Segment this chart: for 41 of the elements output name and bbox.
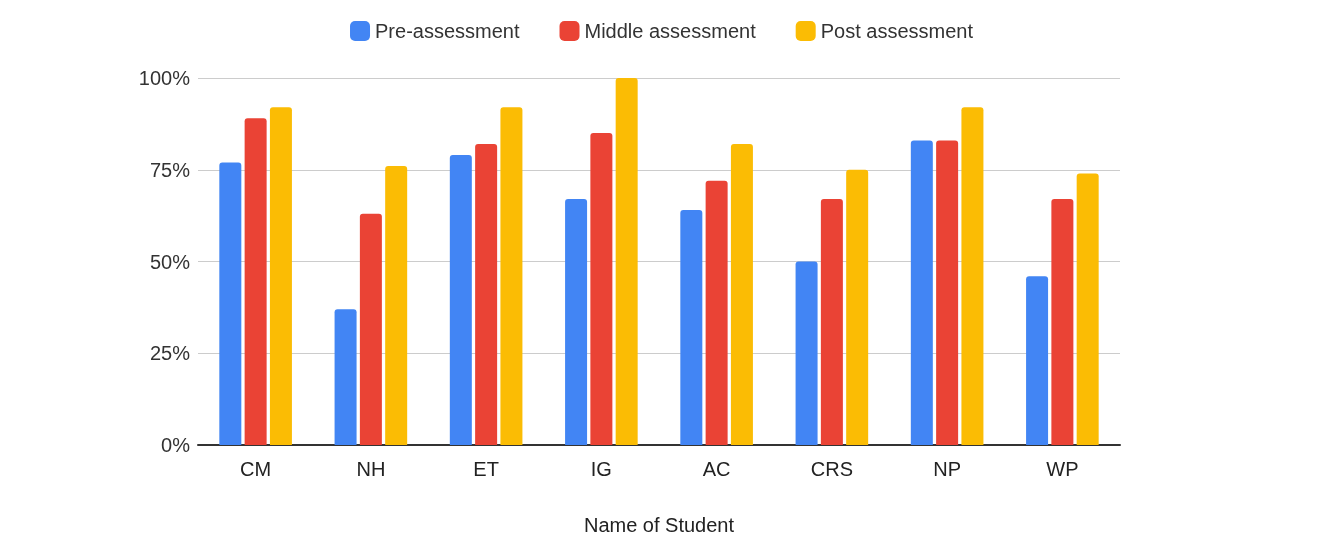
y-tick-label: 25% (149, 342, 191, 365)
bar (1026, 276, 1049, 445)
bar (475, 144, 498, 445)
bar (936, 140, 959, 445)
x-tick-label: ET (473, 458, 499, 480)
bar (359, 213, 382, 445)
bar (1076, 173, 1099, 445)
bar (961, 107, 984, 445)
y-tick-label: 50% (149, 250, 191, 273)
bar (565, 199, 588, 445)
x-tick-label: NH (356, 458, 386, 480)
bar (244, 118, 267, 445)
bar (269, 107, 292, 445)
y-tick-label: 0% (161, 434, 191, 456)
x-tick-label: CM (240, 458, 272, 480)
bar (910, 140, 933, 445)
x-axis-title: Name of Student (583, 514, 735, 536)
bar (385, 166, 408, 445)
bar (590, 133, 613, 445)
legend-label: Post assessment (820, 20, 974, 42)
x-tick-label: CRS (810, 458, 853, 480)
x-tick-label: IG (590, 458, 612, 480)
bar (219, 162, 242, 445)
bar (449, 155, 472, 445)
legend-label: Pre-assessment (375, 20, 520, 42)
x-tick-label: AC (702, 458, 731, 480)
x-tick-label: NP (933, 458, 962, 480)
bar (705, 180, 728, 445)
bar (846, 169, 869, 445)
x-tick-label: WP (1046, 458, 1079, 480)
bar (615, 78, 638, 445)
bar (334, 309, 357, 445)
bar (680, 210, 703, 445)
bar (730, 144, 753, 445)
bar (500, 107, 523, 445)
bar (820, 199, 843, 445)
bar (1051, 199, 1074, 445)
bar (795, 261, 818, 445)
y-tick-label: 100% (138, 67, 191, 89)
y-tick-label: 75% (149, 158, 191, 181)
legend-label: Middle assessment (584, 20, 757, 42)
